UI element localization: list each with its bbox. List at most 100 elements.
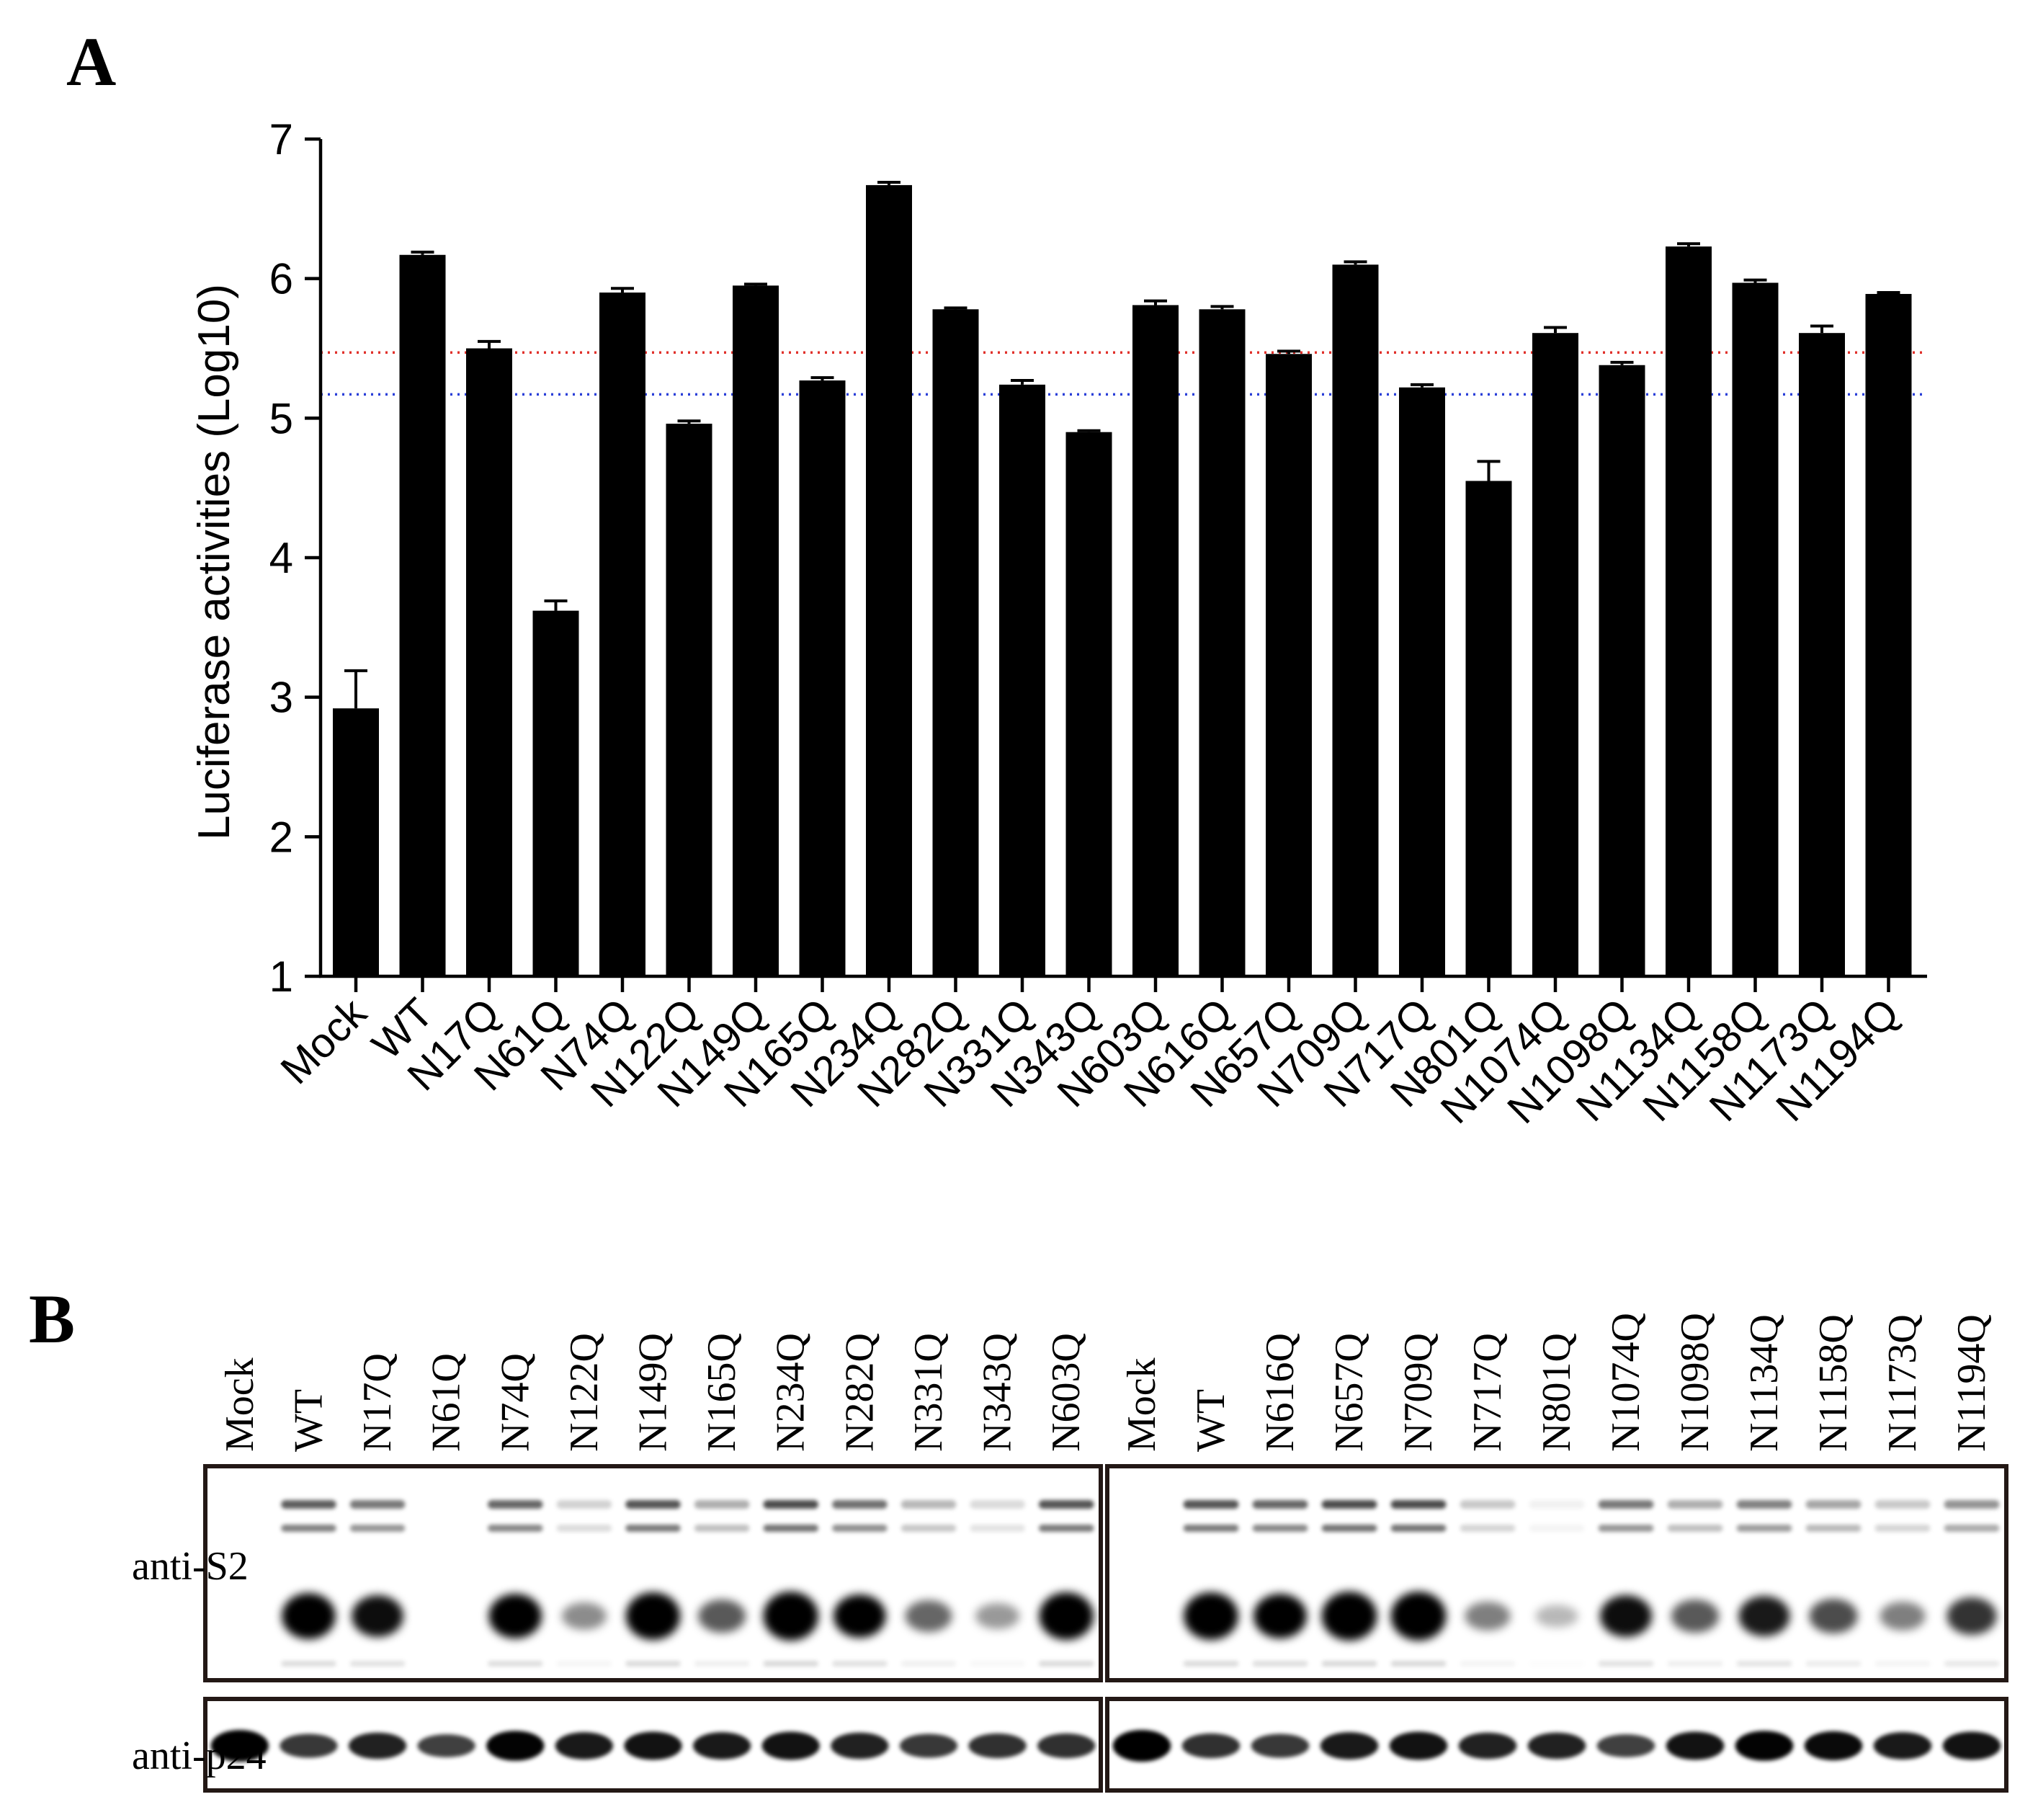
bar-N234Q: [866, 184, 912, 976]
bar-N61Q: [532, 610, 579, 976]
lane-label-right-N1074Q: N1074Q: [1604, 1313, 1648, 1452]
s2-band-upper1-right-N616Q: [1252, 1500, 1308, 1509]
s2-band-main-left-N234Q: [763, 1592, 818, 1641]
p24-band-left-N165Q: [692, 1732, 751, 1759]
s2-band-main-left-N603Q: [1039, 1592, 1094, 1640]
bar-N1134Q: [1666, 246, 1712, 977]
p24-band-left-N603Q: [1037, 1733, 1096, 1759]
p24-band-left-N343Q: [968, 1733, 1027, 1759]
s2-band-upper2-left-N17Q: [349, 1525, 406, 1532]
bar-N165Q: [799, 380, 846, 976]
lane-label-left-WT: WT: [286, 1389, 331, 1452]
s2-band-upper2-left-N343Q: [970, 1525, 1025, 1532]
p24-frame-left: [203, 1697, 1103, 1793]
lane-label-right-N1134Q: N1134Q: [1742, 1314, 1787, 1452]
lane-label-left-N122Q: N122Q: [562, 1333, 607, 1452]
bar-series: [333, 181, 1912, 977]
p24-band-right-N616Q: [1251, 1734, 1310, 1758]
s2-band-upper2-left-N165Q: [694, 1525, 750, 1532]
s2-band-lower-left-N331Q: [900, 1661, 957, 1667]
p24-band-left-N331Q: [899, 1734, 958, 1758]
s2-band-main-right-N1158Q: [1809, 1599, 1858, 1633]
s2-band-main-right-N1134Q: [1738, 1596, 1790, 1636]
s2-band-main-left-N165Q: [698, 1600, 746, 1633]
blot-bands: [210, 1500, 2001, 1762]
lane-label-left-N331Q: N331Q: [906, 1333, 951, 1452]
p24-band-left-N149Q: [624, 1731, 682, 1760]
s2-band-lower-right-N1134Q: [1736, 1661, 1792, 1667]
panel-b-label: B: [29, 1280, 76, 1357]
y-tick-label-3: 3: [269, 674, 293, 722]
p24-band-right-WT: [1181, 1733, 1241, 1759]
s2-band-lower-right-N1074Q: [1598, 1661, 1654, 1667]
s2-band-lower-left-N165Q: [694, 1661, 750, 1667]
s2-band-upper2-left-N234Q: [763, 1525, 818, 1532]
lane-label-left-N61Q: N61Q: [424, 1353, 469, 1452]
p24-band-right-N657Q: [1320, 1732, 1379, 1759]
s2-band-upper2-right-N657Q: [1321, 1525, 1377, 1532]
y-tick-label-1: 1: [269, 953, 293, 1001]
bar-N1074Q: [1532, 333, 1578, 976]
bar-N149Q: [733, 285, 779, 977]
s2-band-upper1-left-N603Q: [1038, 1500, 1094, 1509]
s2-band-upper1-left-N122Q: [556, 1500, 612, 1509]
bar-N657Q: [1266, 354, 1312, 976]
s2-band-upper2-right-N1074Q: [1598, 1525, 1654, 1532]
p24-band-left-N282Q: [831, 1732, 889, 1759]
p24-band-right-N1158Q: [1804, 1731, 1863, 1761]
y-tick-label-4: 4: [269, 534, 293, 582]
y-tick-label-2: 2: [269, 813, 293, 861]
s2-band-main-right-N1098Q: [1671, 1600, 1720, 1633]
s2-band-lower-left-N234Q: [763, 1661, 818, 1667]
y-tick-label-6: 6: [269, 255, 293, 303]
s2-band-upper1-right-N1134Q: [1736, 1500, 1792, 1509]
y-tick-label-7: 7: [269, 115, 293, 164]
s2-band-upper1-left-N149Q: [625, 1500, 681, 1509]
s2-band-upper1-right-N657Q: [1321, 1500, 1377, 1509]
s2-band-upper2-right-N709Q: [1390, 1525, 1447, 1532]
s2-band-upper1-left-N17Q: [349, 1500, 406, 1509]
s2-band-upper2-right-N717Q: [1460, 1525, 1516, 1532]
s2-band-lower-right-N709Q: [1390, 1661, 1447, 1667]
s2-band-upper2-right-N616Q: [1252, 1525, 1308, 1532]
anti-p24-label: anti-p24: [132, 1734, 267, 1778]
x-tick-labels: MockWTN17QN61QN74QN122QN149QN165QN234QN2…: [272, 989, 1908, 1133]
s2-band-upper2-right-N1098Q: [1667, 1525, 1723, 1532]
p24-band-left-N122Q: [555, 1732, 614, 1759]
axes: 1 2 3 4 5 6 7: [269, 115, 1927, 1001]
s2-band-lower-right-N801Q: [1529, 1661, 1585, 1667]
p24-band-left-Mock: [210, 1730, 269, 1762]
lane-label-right-N1173Q: N1173Q: [1880, 1314, 1925, 1452]
lane-label-left-Mock: Mock: [218, 1357, 262, 1452]
p24-band-left-N61Q: [417, 1734, 475, 1757]
s2-band-main-left-N331Q: [905, 1600, 952, 1632]
lane-label-right-Mock: Mock: [1120, 1357, 1164, 1452]
s2-band-upper2-right-N1158Q: [1805, 1525, 1862, 1532]
bar-N616Q: [1199, 309, 1246, 977]
lane-label-left-N343Q: N343Q: [975, 1333, 1020, 1452]
s2-band-main-right-N717Q: [1465, 1602, 1511, 1631]
p24-band-left-N17Q: [348, 1732, 407, 1759]
bar-N801Q: [1465, 481, 1512, 976]
s2-band-upper2-right-N1194Q: [1944, 1525, 2000, 1532]
bar-N122Q: [666, 424, 712, 976]
lane-label-right-N1158Q: N1158Q: [1811, 1314, 1856, 1452]
s2-band-upper1-right-WT: [1183, 1500, 1239, 1509]
s2-band-upper1-right-N1074Q: [1598, 1500, 1654, 1509]
bar-WT: [399, 254, 446, 976]
s2-band-upper1-right-N1098Q: [1667, 1500, 1723, 1509]
bar-N603Q: [1132, 305, 1179, 976]
y-axis-title-group: Luciferase activities (Log10): [189, 284, 239, 840]
reference-lines: [321, 351, 1927, 396]
lane-label-right-N717Q: N717Q: [1465, 1333, 1510, 1452]
s2-band-upper2-left-N149Q: [625, 1525, 681, 1532]
p24-band-left-N74Q: [486, 1731, 545, 1761]
s2-band-upper1-right-N1194Q: [1944, 1500, 2000, 1509]
s2-band-main-right-N709Q: [1390, 1592, 1447, 1641]
bar-N1098Q: [1599, 365, 1645, 976]
bar-N343Q: [1065, 432, 1112, 976]
s2-frame-left: [203, 1464, 1103, 1682]
p24-band-right-N1074Q: [1596, 1734, 1655, 1757]
lane-label-right-N709Q: N709Q: [1396, 1333, 1441, 1452]
s2-frame-right: [1105, 1464, 2008, 1682]
